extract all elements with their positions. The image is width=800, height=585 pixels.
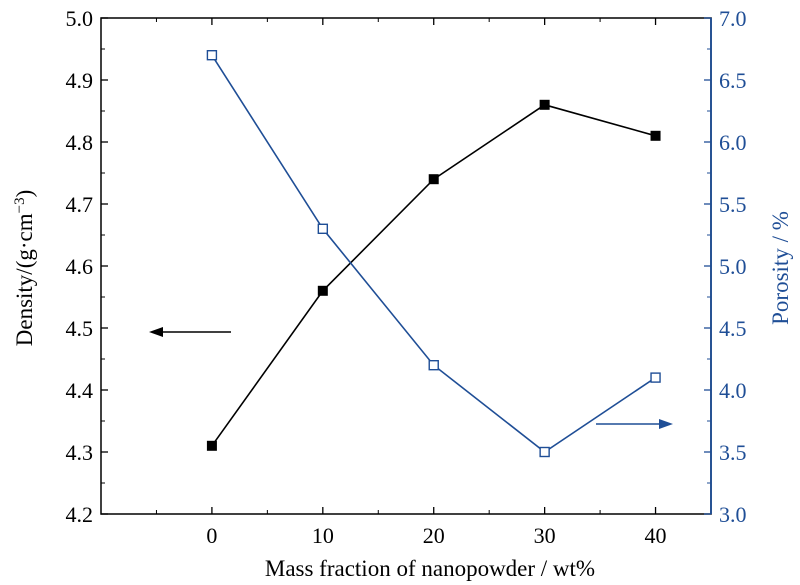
x-tick-label: 10 [312,523,334,548]
left-y-tick-label: 4.3 [66,440,94,465]
x-tick-label: 20 [423,523,445,548]
right-y-tick-label: 5.0 [719,254,747,279]
left-y-tick-label: 4.5 [66,316,94,341]
porosity-point [317,223,329,235]
left-axis-title-superscript: −3 [12,197,28,213]
left-axis-title-base: Density/(g·cm [12,213,37,346]
left-axis-title: Density/(g·cm−3) [12,190,37,347]
porosity-series-line [211,54,656,453]
right-y-tick-label: 4.5 [719,316,747,341]
density-point [428,174,439,185]
plot-frame [100,17,712,515]
right-axis-title: Porosity / % [768,211,793,325]
right-y-tick-label: 6.0 [719,130,747,155]
right-y-tick-label: 5.5 [719,192,747,217]
density-point [539,99,550,110]
right-y-tick-label: 3.0 [719,502,747,527]
density-series-line [211,103,656,447]
x-tick-label: 40 [645,523,667,548]
x-axis-title: Mass fraction of nanopowder / wt% [265,556,595,581]
x-tick-label: 0 [206,523,217,548]
left-y-tick-label: 4.2 [66,502,94,527]
right-y-tick-label: 6.5 [719,68,747,93]
porosity-point [650,372,661,383]
right-y-tick-label: 3.5 [719,440,747,465]
left-y-tick-label: 5.0 [66,6,94,31]
density-point [317,285,328,296]
left-y-tick-label: 4.8 [66,130,94,155]
right-y-tick-label: 4.0 [719,378,747,403]
left-y-tick-label: 4.6 [66,254,94,279]
left-y-tick-label: 4.4 [66,378,94,403]
x-tick-label: 30 [534,523,556,548]
porosity-point [428,360,439,371]
left-axis-title-close: ) [12,190,37,198]
porosity-point [539,446,550,458]
left-y-tick-label: 4.7 [66,192,94,217]
porosity-point [206,50,218,61]
left-axis-arrow-head [149,327,163,337]
right-y-tick-label: 7.0 [719,6,747,31]
left-y-tick-label: 4.9 [66,68,94,93]
density-point [206,440,217,451]
right-axis-arrow-head [659,419,673,429]
density-point [650,130,661,141]
